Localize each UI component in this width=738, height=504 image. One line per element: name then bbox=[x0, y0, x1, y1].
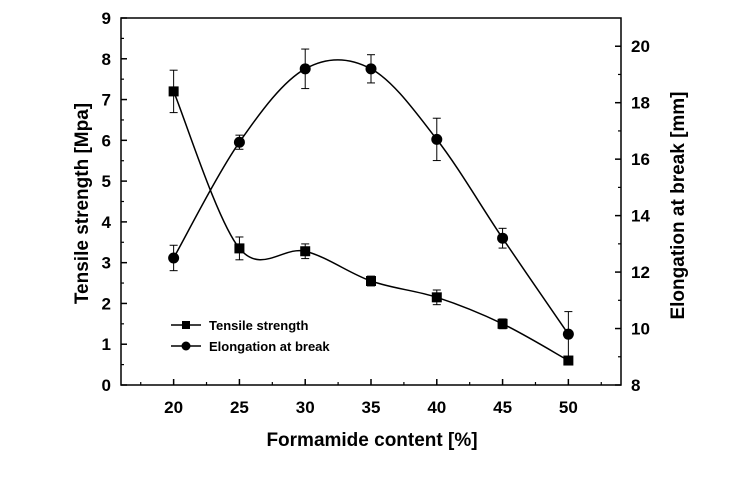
y-left-tick-label-6: 6 bbox=[102, 131, 111, 150]
y-right-tick-label-20: 20 bbox=[631, 37, 650, 56]
right-y-axis-title: Elongation at break [mm] bbox=[668, 91, 689, 319]
data-point-elongation bbox=[562, 328, 574, 340]
legend-marker-tensile bbox=[182, 321, 190, 329]
x-tick-label-50: 50 bbox=[559, 398, 578, 417]
data-point-tensile bbox=[168, 86, 179, 97]
legend: Tensile strength Elongation at break bbox=[171, 318, 330, 354]
y-left-tick-label-4: 4 bbox=[102, 213, 112, 232]
data-point-elongation bbox=[168, 252, 180, 264]
data-point-tensile bbox=[431, 292, 442, 303]
x-tick-label-20: 20 bbox=[164, 398, 183, 417]
data-point-elongation bbox=[431, 133, 443, 145]
x-tick-label-25: 25 bbox=[230, 398, 249, 417]
legend-label-tensile: Tensile strength bbox=[209, 318, 309, 333]
data-point-tensile bbox=[563, 355, 574, 366]
data-point-elongation bbox=[233, 136, 245, 148]
data-point-elongation bbox=[365, 63, 377, 75]
y-left-tick-label-2: 2 bbox=[102, 294, 111, 313]
series-line-elongation bbox=[172, 59, 569, 335]
data-point-elongation bbox=[299, 63, 311, 75]
data-point-tensile bbox=[300, 246, 311, 257]
left-y-axis-title: Tensile strength [Mpa] bbox=[72, 103, 93, 304]
data-point-elongation bbox=[497, 232, 509, 244]
data-point-tensile bbox=[497, 318, 508, 329]
y-left-tick-label-0: 0 bbox=[102, 376, 111, 395]
y-right-tick-label-8: 8 bbox=[631, 376, 640, 395]
data-point-tensile bbox=[234, 243, 245, 254]
y-left-tick-label-3: 3 bbox=[102, 254, 111, 273]
plot-frame bbox=[120, 17, 622, 386]
y-right-tick-label-12: 12 bbox=[631, 263, 650, 282]
y-left-tick-label-5: 5 bbox=[102, 172, 111, 191]
y-left-tick-label-1: 1 bbox=[102, 335, 111, 354]
x-axis-title: Formamide content [%] bbox=[266, 430, 477, 451]
series-layer bbox=[168, 48, 574, 366]
legend-marker-elongation bbox=[181, 341, 191, 351]
y-right-tick-label-14: 14 bbox=[631, 207, 650, 226]
y-left-tick-label-9: 9 bbox=[102, 9, 111, 28]
x-tick-label-45: 45 bbox=[493, 398, 512, 417]
y-right-tick-label-16: 16 bbox=[631, 150, 650, 169]
legend-label-elongation: Elongation at break bbox=[209, 339, 330, 354]
data-point-tensile bbox=[366, 276, 376, 287]
y-left-tick-label-7: 7 bbox=[102, 91, 111, 110]
x-tick-label-30: 30 bbox=[296, 398, 315, 417]
y-left-tick-label-8: 8 bbox=[102, 50, 111, 69]
x-tick-label-40: 40 bbox=[427, 398, 446, 417]
x-tick-label-35: 35 bbox=[362, 398, 381, 417]
y-right-tick-label-18: 18 bbox=[631, 94, 650, 113]
y-right-tick-label-10: 10 bbox=[631, 320, 650, 339]
